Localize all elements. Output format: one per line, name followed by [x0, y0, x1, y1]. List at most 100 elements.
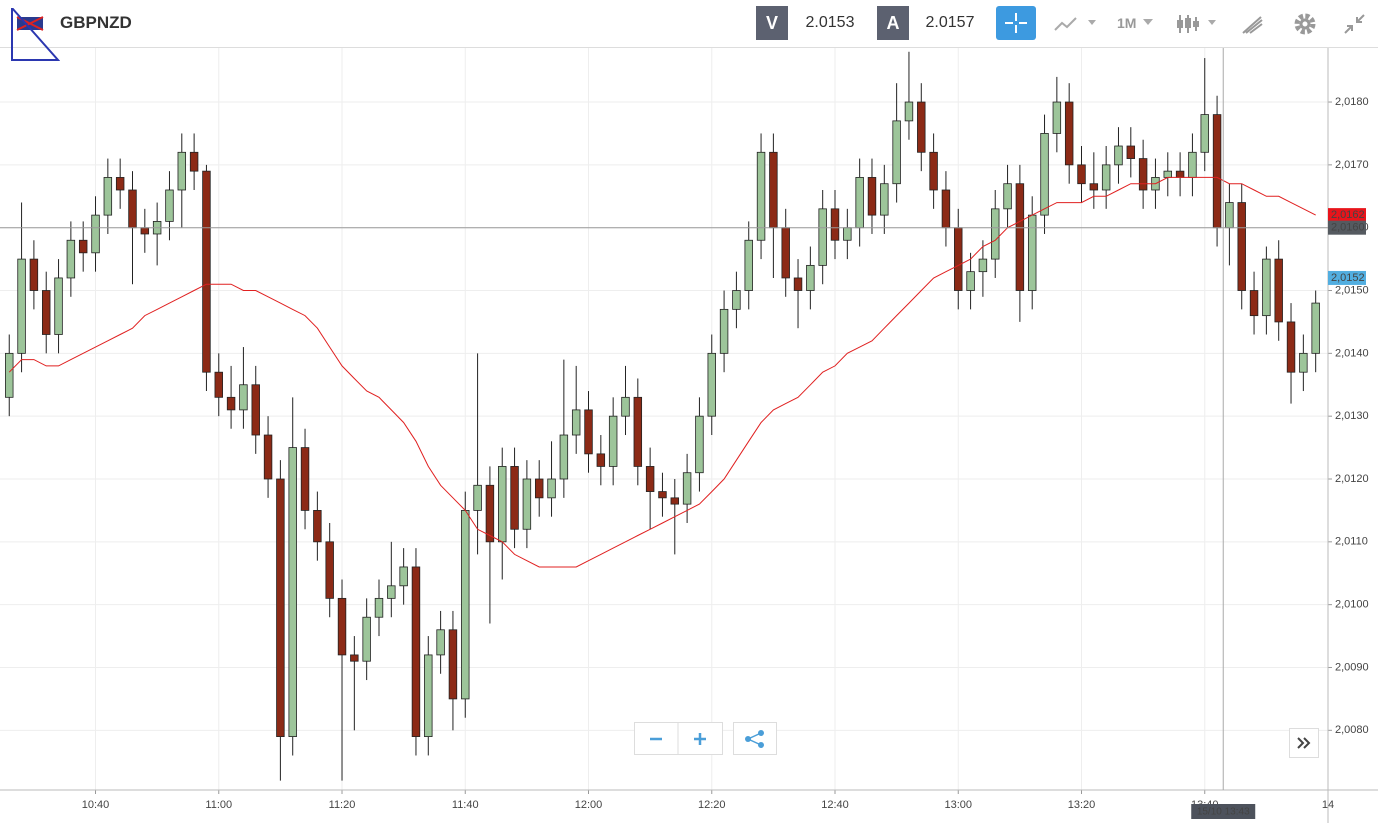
candle-body [1299, 352, 1308, 373]
candle-body [140, 227, 150, 235]
candle-body [547, 478, 556, 499]
y-tick-label: 2,0140 [1335, 347, 1369, 359]
candle-body [54, 277, 63, 335]
ask-label[interactable]: A [877, 6, 909, 40]
candle-body [510, 466, 519, 530]
candle-body [1064, 101, 1074, 166]
candle-body [658, 491, 667, 499]
toolbar: GBPNZD V 2.0153 A 2.0157 1M [0, 0, 1378, 61]
candle-body [1249, 290, 1259, 317]
candle-body [1114, 145, 1123, 166]
candle-body [177, 151, 187, 191]
x-tick-label: 10:40 [82, 799, 110, 811]
symbol: GBPNZD [60, 13, 132, 32]
settings-button[interactable] [1292, 11, 1318, 37]
scroll-end-button[interactable] [1289, 728, 1319, 758]
candle-body [115, 177, 125, 191]
candle-body [719, 308, 729, 354]
candle-body [1212, 114, 1222, 229]
y-tick-label: 2,0130 [1335, 410, 1369, 422]
candle-body [559, 434, 569, 480]
candle-body [1175, 170, 1185, 178]
candle-body [818, 208, 827, 266]
candle-body [288, 447, 297, 737]
candle-body [1237, 202, 1246, 291]
price-marker-label: 2,0160 [1331, 222, 1365, 234]
candle-body [313, 510, 322, 543]
candle-body [670, 497, 680, 505]
y-tick-label: 2,0170 [1335, 159, 1369, 171]
candle-body [522, 478, 532, 530]
y-tick-label: 2,0180 [1335, 96, 1369, 108]
crosshair-badge [1191, 804, 1256, 819]
candle-body [1138, 158, 1148, 191]
candle-body [17, 258, 26, 354]
candle-body [214, 371, 223, 398]
candle-body [584, 409, 593, 455]
candle-body [448, 629, 458, 700]
candle-body [769, 151, 778, 229]
candle-body [855, 177, 864, 229]
candle-body [806, 264, 815, 291]
candle-body [5, 352, 14, 398]
candle-body [929, 151, 938, 191]
candle-body [165, 189, 174, 222]
candle-body [1027, 214, 1037, 291]
bid-label[interactable]: V [756, 6, 788, 40]
y-tick-label: 2,0080 [1335, 724, 1369, 736]
x-tick-label: 12:00 [575, 799, 603, 811]
x-tick-label: 11:00 [205, 799, 232, 811]
candle-body [880, 183, 889, 216]
candle-body [1163, 170, 1172, 178]
candle-body [1274, 258, 1283, 323]
candle-body [830, 208, 840, 241]
candle-body [1262, 258, 1271, 317]
bid-price[interactable]: 2.0153 [805, 14, 855, 31]
moving-average-line [8, 176, 1316, 568]
candle-body [904, 101, 914, 122]
y-tick-label: 2,0090 [1335, 661, 1369, 673]
candle-body [251, 384, 260, 436]
candle-body [892, 120, 901, 185]
candle-body [744, 239, 753, 291]
candle-body [226, 396, 236, 411]
candle-body [707, 352, 716, 417]
chart-type-button[interactable] [1052, 12, 1098, 36]
candle-body [276, 478, 285, 737]
candle-body [362, 616, 371, 662]
price-marker-label: 2,0162 [1331, 209, 1365, 221]
timeframe-caret [1143, 19, 1153, 25]
candle-body [1225, 202, 1234, 229]
candle-body [954, 227, 963, 291]
x-tick-label: 11:20 [329, 799, 356, 811]
ask-price[interactable]: 2.0157 [925, 14, 975, 31]
y-tick-label: 2,0110 [1335, 536, 1368, 548]
candle-body [202, 170, 211, 373]
candle-body [485, 484, 495, 543]
crosshair-button[interactable] [996, 6, 1036, 40]
candle-body [1200, 114, 1209, 153]
candle-body [300, 447, 310, 511]
candle-body [867, 177, 877, 216]
price-marker [1328, 208, 1366, 223]
collapse-button[interactable] [1342, 12, 1368, 36]
axis-background [1328, 48, 1378, 790]
candle-body [695, 415, 704, 474]
candle-body [917, 101, 926, 153]
candle-body [941, 189, 951, 229]
draw-button[interactable] [1240, 12, 1266, 36]
candle-body [461, 510, 470, 700]
candle-body [1003, 183, 1012, 210]
candle-body [78, 239, 88, 254]
candle-button[interactable] [1176, 12, 1222, 36]
zoom-controls [634, 722, 777, 755]
candle-body [128, 189, 137, 229]
candle-body [103, 177, 113, 216]
candle-body [337, 597, 347, 656]
timeframe[interactable]: 1M [1117, 15, 1137, 31]
candle-body [571, 409, 581, 436]
candle-body [781, 227, 790, 279]
candle-body [991, 208, 1000, 260]
candle-body [436, 629, 445, 656]
